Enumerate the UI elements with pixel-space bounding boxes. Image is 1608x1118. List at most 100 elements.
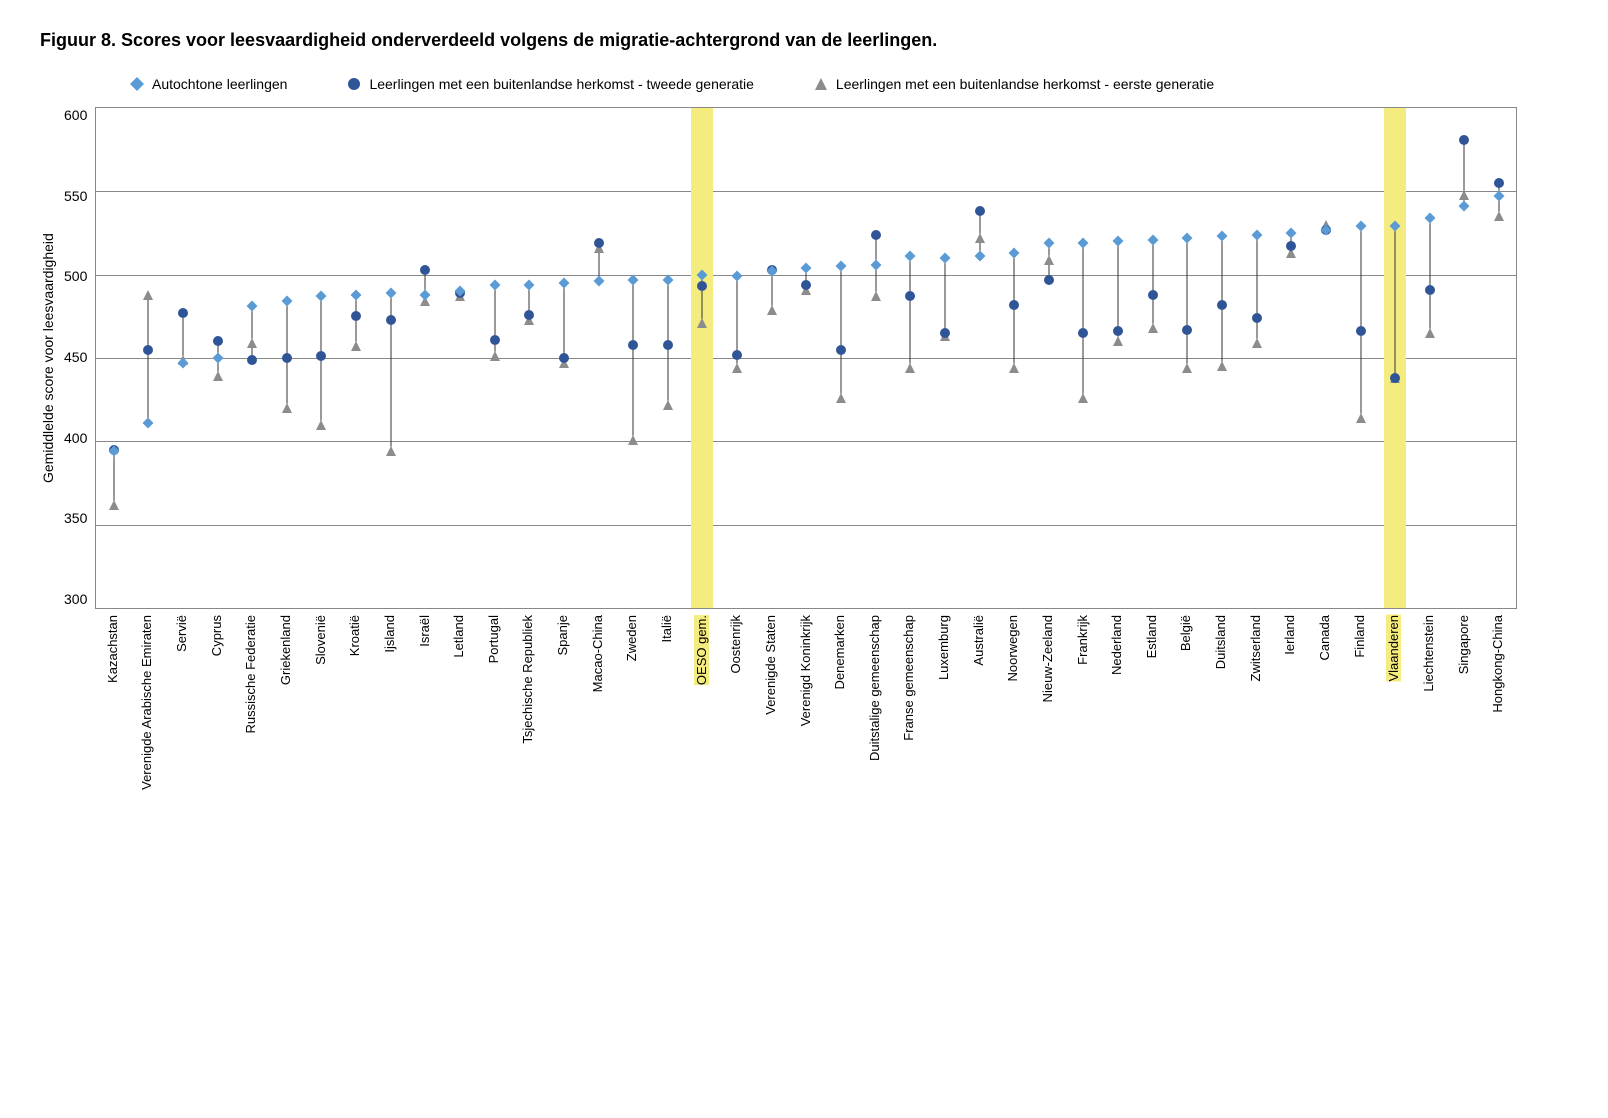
country-column — [310, 108, 332, 608]
legend-item-first-gen: Leerlingen met een buitenlandse herkomst… — [814, 76, 1214, 92]
circle-icon — [385, 314, 396, 325]
circle-icon — [347, 77, 361, 91]
country-column — [484, 108, 506, 608]
country-name: Denemarken — [832, 615, 847, 689]
country-column — [137, 108, 159, 608]
circle-icon — [1251, 313, 1262, 324]
x-tick-label: Cyprus — [205, 615, 227, 661]
triangle-icon — [1216, 360, 1228, 372]
diamond-icon — [593, 276, 604, 287]
legend-label: Leerlingen met een buitenlandse herkomst… — [369, 76, 753, 92]
circle-icon — [212, 336, 223, 347]
triangle-icon — [1043, 254, 1055, 266]
country-name: Cyprus — [209, 615, 224, 656]
circle-icon — [974, 206, 985, 217]
circle-icon — [351, 311, 362, 322]
triangle-icon — [1112, 335, 1124, 347]
circle-icon — [1390, 373, 1401, 384]
diamond-icon — [489, 279, 500, 290]
circle-icon — [593, 238, 604, 249]
country-name: OESO gem. — [694, 615, 709, 685]
triangle-icon — [246, 337, 258, 349]
triangle-icon — [627, 434, 639, 446]
country-name: Nieuw-Zeeland — [1040, 615, 1055, 702]
y-tick-label: 550 — [64, 188, 87, 204]
x-tick-label: Russische Federatie — [240, 615, 262, 739]
x-axis-wrapper: KazachstanVerenigde Arabische EmiratenSe… — [40, 609, 1568, 889]
country-column — [1176, 108, 1198, 608]
diamond-icon — [1182, 233, 1193, 244]
diamond-icon — [316, 291, 327, 302]
circle-icon — [558, 353, 569, 364]
country-column — [726, 108, 748, 608]
diamond-icon — [143, 418, 154, 429]
diamond-icon — [835, 261, 846, 272]
diamond-icon — [281, 296, 292, 307]
x-tick-label: Israël — [413, 615, 435, 652]
diamond-icon — [420, 289, 431, 300]
diamond-icon — [130, 77, 144, 91]
country-column — [1488, 108, 1510, 608]
y-axis-ticks: 600550500450400350300 — [64, 107, 87, 607]
circle-icon — [697, 281, 708, 292]
x-tick-label: Denemarken — [829, 615, 851, 694]
spacer — [40, 609, 95, 889]
circle-icon — [1424, 284, 1435, 295]
x-tick-label: Frankrijk — [1071, 615, 1093, 670]
legend-label: Leerlingen met een buitenlandse herkomst… — [836, 76, 1214, 92]
y-tick-label: 500 — [64, 268, 87, 284]
triangle-icon — [350, 340, 362, 352]
circle-icon — [1286, 241, 1297, 252]
x-tick-label: Nederland — [1106, 615, 1128, 680]
circle-icon — [1216, 299, 1227, 310]
x-tick-label: Ierland — [1279, 615, 1301, 660]
triangle-icon — [731, 362, 743, 374]
country-name: Spanje — [555, 615, 570, 655]
range-line — [944, 258, 945, 336]
country-column — [207, 108, 229, 608]
country-name: Duitsland — [1213, 615, 1228, 669]
country-name: Noorwegen — [1005, 615, 1020, 682]
country-column — [969, 108, 991, 608]
triangle-icon — [1251, 337, 1263, 349]
country-name: Vlaanderen — [1386, 615, 1401, 682]
country-name: Finland — [1352, 615, 1367, 658]
diamond-icon — [1494, 191, 1505, 202]
circle-icon — [281, 353, 292, 364]
country-name: Singapore — [1456, 615, 1471, 674]
diamond-icon — [939, 253, 950, 264]
diamond-icon — [212, 353, 223, 364]
range-line — [1360, 226, 1361, 418]
diamond-icon — [247, 301, 258, 312]
x-tick-label: Liechtenstein — [1417, 615, 1439, 697]
country-name: Oostenrijk — [728, 615, 743, 674]
circle-icon — [524, 309, 535, 320]
x-tick-label: Australië — [967, 615, 989, 671]
range-line — [148, 295, 149, 423]
range-line — [113, 450, 114, 505]
x-tick-label: Nieuw-Zeeland — [1036, 615, 1058, 707]
diamond-icon — [1286, 228, 1297, 239]
diamond-icon — [1424, 213, 1435, 224]
diamond-icon — [662, 274, 673, 285]
circle-icon — [1494, 178, 1505, 189]
diamond-icon — [697, 269, 708, 280]
country-name: België — [1178, 615, 1193, 651]
y-tick-label: 350 — [64, 510, 87, 526]
country-column — [241, 108, 263, 608]
x-tick-label: Spanje — [552, 615, 574, 660]
circle-icon — [143, 344, 154, 355]
triangle-icon — [1147, 322, 1159, 334]
country-column — [103, 108, 125, 608]
y-axis-label: Gemiddlelde score voor leesvaardigheid — [40, 108, 56, 608]
diamond-icon — [766, 266, 777, 277]
country-name: Servië — [174, 615, 189, 652]
legend-label: Autochtone leerlingen — [152, 76, 287, 92]
x-tick-label: Kazachstan — [101, 615, 123, 688]
country-column — [1107, 108, 1129, 608]
triangle-icon — [142, 289, 154, 301]
x-tick-label: Singapore — [1452, 615, 1474, 679]
range-line — [910, 256, 911, 368]
country-name: Estland — [1144, 615, 1159, 658]
range-line — [563, 283, 564, 363]
